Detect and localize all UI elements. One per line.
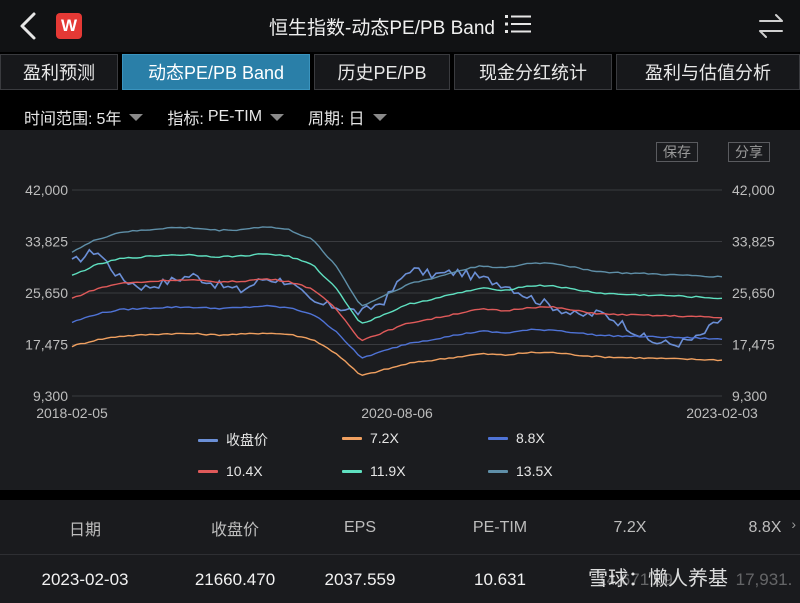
y-tick-label-right: 25,650 [732,285,775,301]
y-tick-label-right: 9,300 [732,388,767,404]
y-tick-label-left: 25,650 [25,285,68,301]
y-tick-label-left: 9,300 [33,388,68,404]
y-tick-label-right: 42,000 [732,182,775,198]
legend-swatch [342,436,362,440]
cell-pe-tim: 10.631 [474,570,526,589]
watermark: 雪球：懒人养基 [588,568,728,590]
table-divider [0,554,800,555]
app-logo: W [56,13,82,39]
legend-item[interactable]: 10.4X [198,463,263,479]
legend-label: 13.5X [516,463,553,479]
tab-profit-forecast[interactable]: 盈利预测 [0,54,118,90]
series-line [71,278,723,342]
x-tick-label: 2018-02-05 [36,405,108,421]
share-button[interactable]: 分享 [728,142,770,162]
filter-bar: 时间范围: 5年 指标: PE-TIM 周期: 日 [24,106,411,128]
header-eps: EPS [343,519,376,536]
legend-swatch [488,436,508,440]
legend-swatch [488,469,508,473]
header-pe-tim: PE-TIM [472,519,528,536]
period-dropdown-icon [372,113,387,121]
tab-dividend-stats[interactable]: 现金分红统计 [454,54,612,90]
legend-item[interactable]: 11.9X [342,463,406,479]
y-tick-label-left: 42,000 [25,182,68,198]
legend-item[interactable]: 13.5X [488,463,553,479]
header-date: 日期 [68,522,101,539]
y-tick-label-right: 33,825 [732,234,775,250]
series-line [71,253,723,324]
header-8-8x: 8.8X [748,519,782,536]
tab-bar: 盈利预测 动态PE/PB Band 历史PE/PB 现金分红统计 盈利与估值分析 [0,54,800,92]
series-line [71,304,723,359]
tab-profit-valuation[interactable]: 盈利与估值分析 [616,54,800,90]
legend-label: 收盘价 [226,432,268,448]
series-line [71,332,723,376]
metric-filter[interactable]: 指标: PE-TIM [167,105,285,129]
legend-label: 8.8X [516,430,545,446]
period-label: 周期: [308,111,345,128]
legend-label: 7.2X [370,430,399,446]
legend-swatch [198,438,218,442]
cell-8-8x: 17,931. [735,570,793,589]
cell-close: 21660.470 [194,570,276,589]
metric-dropdown-icon [270,113,285,121]
swap-icon[interactable] [756,12,786,40]
series-line [71,226,723,307]
legend-swatch [342,469,362,473]
metric-value: PE-TIM [207,108,263,125]
tab-pe-pb-band[interactable]: 动态PE/PB Band [122,54,310,90]
cell-7-2x: 14,671.89 [597,570,673,589]
range-value: 5年 [96,111,122,128]
cell-date: 2023-02-03 [41,570,129,589]
metric-label: 指标: [167,111,204,128]
menu-list-icon[interactable] [504,14,531,39]
page-title: 恒生指数-动态PE/PB Band [269,17,495,39]
header-close: 收盘价 [210,522,259,539]
range-filter[interactable]: 时间范围: 5年 [24,105,144,129]
legend-item[interactable]: 8.8X [488,430,545,446]
period-value: 日 [348,111,365,128]
y-tick-label-right: 17,475 [732,337,775,353]
y-tick-label-left: 17,475 [25,337,68,353]
legend-label: 10.4X [226,463,263,479]
back-arrow-icon[interactable] [14,10,44,42]
app-header: W 恒生指数-动态PE/PB Band [0,0,800,52]
table-row[interactable]: 2023-02-03 21660.470 2037.559 10.631 14,… [0,562,800,598]
data-table [0,500,800,603]
period-filter[interactable]: 周期: 日 [308,105,387,129]
scroll-right-icon[interactable]: › [791,516,796,532]
legend-label: 11.9X [370,463,406,479]
header-7-2x: 7.2X [613,519,647,536]
x-tick-label: 2023-02-03 [686,405,758,421]
legend-swatch [198,469,218,473]
series-line [71,248,723,348]
y-tick-label-left: 33,825 [25,234,68,250]
tab-historical-pe-pb[interactable]: 历史PE/PB [314,54,450,90]
legend-item[interactable]: 收盘价 [198,430,268,450]
range-label: 时间范围: [24,111,93,128]
save-button[interactable]: 保存 [656,142,698,162]
table-header: 日期 收盘价 EPS PE-TIM 7.2X 8.8X [0,510,800,546]
x-tick-label: 2020-08-06 [361,405,433,421]
range-dropdown-icon [129,113,144,121]
legend-item[interactable]: 7.2X [342,430,399,446]
cell-eps: 2037.559 [324,570,396,589]
